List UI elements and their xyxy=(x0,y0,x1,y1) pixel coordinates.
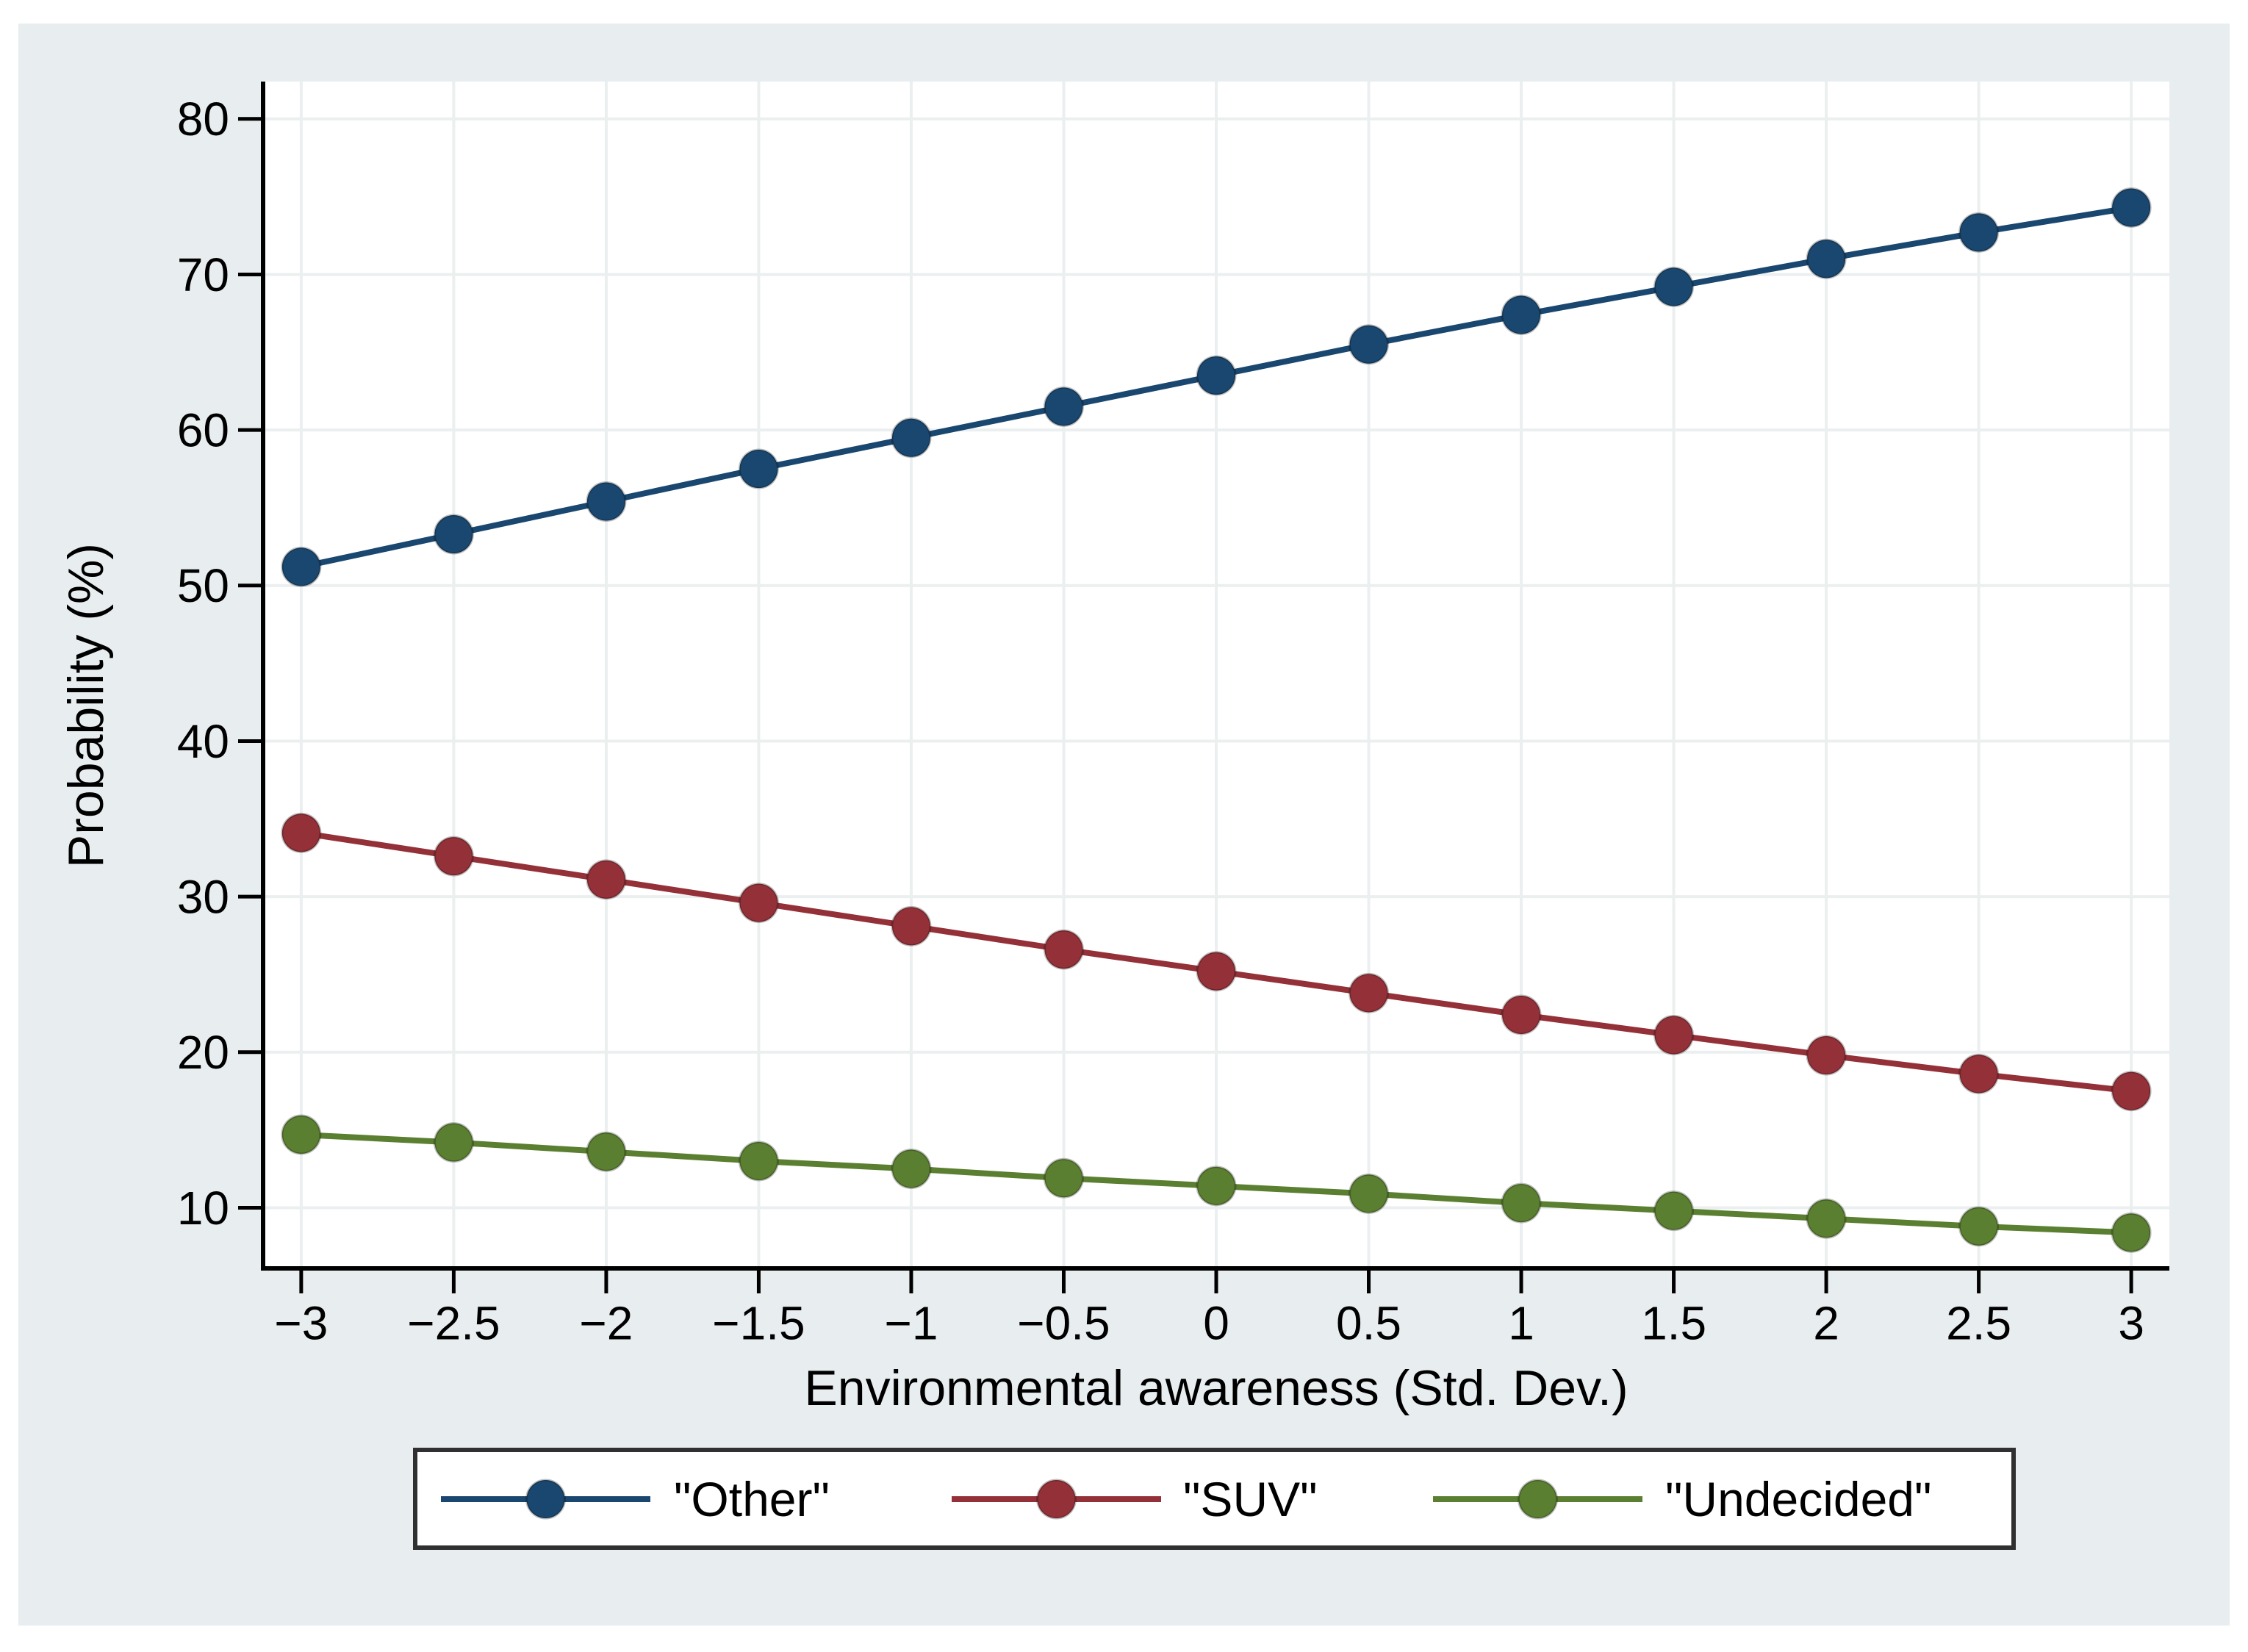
x-tick-label: 3 xyxy=(2118,1296,2144,1349)
data-point-suv xyxy=(433,836,474,877)
data-point-undecided xyxy=(1958,1206,2000,1247)
data-point-suv xyxy=(2111,1071,2152,1112)
y-axis-title: Probability (%) xyxy=(58,543,114,868)
data-point-undecided xyxy=(1806,1198,1847,1239)
y-tick-label: 30 xyxy=(177,871,229,924)
data-point-other xyxy=(738,448,779,489)
data-point-other xyxy=(1501,294,1542,335)
data-point-suv xyxy=(1958,1053,2000,1094)
data-point-other xyxy=(1806,238,1847,279)
data-point-undecided xyxy=(1043,1157,1084,1199)
gridlines xyxy=(263,82,2169,1268)
legend-swatch-marker-other xyxy=(525,1479,566,1520)
x-tick-label: −1 xyxy=(884,1296,938,1349)
data-point-suv xyxy=(1501,994,1542,1035)
data-point-undecided xyxy=(738,1141,779,1182)
y-tick-label: 80 xyxy=(177,93,229,146)
x-tick-label: −0.5 xyxy=(1017,1296,1110,1349)
y-tick-label: 50 xyxy=(177,559,229,612)
data-point-suv xyxy=(586,859,627,900)
data-point-suv xyxy=(1349,972,1390,1013)
y-tick-label: 70 xyxy=(177,248,229,301)
x-tick-label: −2.5 xyxy=(407,1296,500,1349)
x-tick-label: 0 xyxy=(1203,1296,1229,1349)
x-tick-label: 1.5 xyxy=(1641,1296,1706,1349)
data-point-undecided xyxy=(1349,1173,1390,1214)
legend: "Other" "SUV" "Undecided" xyxy=(413,1448,2016,1550)
x-tick-label: 2 xyxy=(1813,1296,1839,1349)
legend-label-undecided: "Undecided" xyxy=(1665,1472,1931,1526)
data-point-undecided xyxy=(1501,1182,1542,1224)
x-tick-label: −1.5 xyxy=(712,1296,805,1349)
data-point-undecided xyxy=(586,1131,627,1172)
legend-label-other: "Other" xyxy=(674,1472,830,1526)
x-tick-label: 0.5 xyxy=(1336,1296,1401,1349)
data-point-other xyxy=(1043,386,1084,427)
data-point-undecided xyxy=(1196,1166,1237,1207)
data-point-suv xyxy=(1043,929,1084,970)
y-tick-label: 40 xyxy=(177,715,229,768)
data-point-other xyxy=(1958,212,2000,253)
x-tick-label: −3 xyxy=(274,1296,328,1349)
data-point-other xyxy=(586,481,627,522)
data-point-suv xyxy=(738,883,779,924)
x-axis-title: Environmental awareness (Std. Dev.) xyxy=(804,1360,1628,1416)
data-point-undecided xyxy=(1653,1190,1695,1232)
data-point-suv xyxy=(1653,1015,1695,1056)
data-point-other xyxy=(1653,266,1695,307)
legend-label-suv: "SUV" xyxy=(1183,1472,1318,1526)
y-tick-label: 60 xyxy=(177,404,229,457)
legend-swatch-marker-undecided xyxy=(1518,1479,1558,1520)
x-tick-label: 1 xyxy=(1508,1296,1534,1349)
x-tick-label: −2 xyxy=(579,1296,633,1349)
data-point-suv xyxy=(1806,1035,1847,1076)
data-point-suv xyxy=(1196,951,1237,992)
y-tick-label: 10 xyxy=(177,1182,229,1235)
data-point-undecided xyxy=(891,1149,932,1190)
data-point-other xyxy=(433,514,474,555)
data-point-undecided xyxy=(2111,1212,2152,1253)
legend-swatches xyxy=(441,1479,1642,1520)
data-point-suv xyxy=(891,905,932,947)
data-point-other xyxy=(1196,355,1237,396)
data-point-other xyxy=(2111,187,2152,228)
data-point-other xyxy=(1349,324,1390,365)
tick-labels: 10 20 30 40 50 60 70 80 −3 −2.5 −2 −1.5 −1 −0.5 0 0.5 1 1… xyxy=(177,93,2144,1349)
tick-marks xyxy=(238,117,2133,1293)
data-point-undecided xyxy=(281,1114,322,1155)
data-point-other xyxy=(281,546,322,587)
x-tick-label: 2.5 xyxy=(1946,1296,2011,1349)
legend-swatch-marker-suv xyxy=(1036,1479,1077,1520)
data-point-undecided xyxy=(433,1122,474,1163)
data-point-other xyxy=(891,417,932,459)
data-series xyxy=(281,187,2152,1253)
legend-box xyxy=(413,1448,2016,1550)
data-point-suv xyxy=(281,812,322,853)
y-tick-label: 20 xyxy=(177,1026,229,1079)
